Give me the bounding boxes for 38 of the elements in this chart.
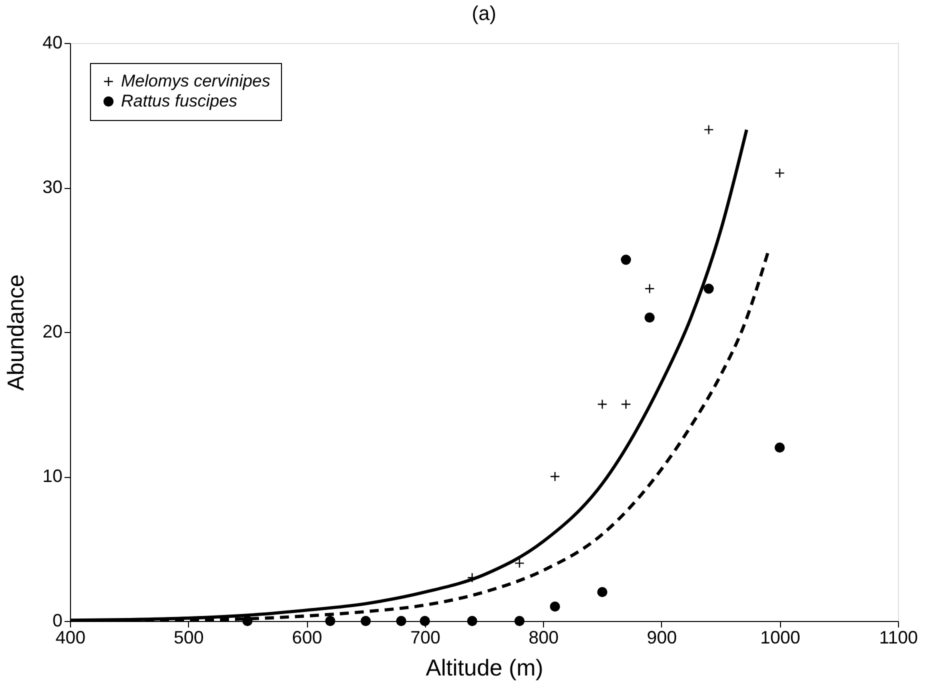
- point: [620, 254, 632, 265]
- point: [514, 616, 525, 626]
- x-axis-title: Altitude (m): [426, 654, 544, 680]
- y-tick-label: 0: [52, 610, 62, 630]
- y-tick-label: 30: [42, 177, 62, 197]
- chart-title: (a): [472, 3, 496, 25]
- legend-label: Rattus fuscipes: [121, 92, 238, 110]
- x-tick-label: 500: [174, 628, 204, 648]
- point: [242, 616, 252, 626]
- point: [704, 124, 714, 135]
- point: [467, 616, 478, 626]
- x-tick-label: 600: [292, 628, 322, 648]
- point: [360, 616, 371, 626]
- x-tick-label: 900: [646, 628, 677, 648]
- point: [597, 399, 608, 410]
- point: [774, 442, 785, 453]
- point: [644, 312, 655, 323]
- point: [396, 616, 406, 626]
- legend-label: Melomys cervinipes: [121, 72, 271, 90]
- point: [704, 284, 714, 294]
- y-tick-label: 10: [42, 466, 62, 486]
- y-tick-label: 40: [42, 32, 62, 52]
- point: [620, 399, 632, 410]
- point: [550, 601, 560, 612]
- x-tick-label: 700: [410, 628, 440, 648]
- y-tick-label: 20: [42, 322, 62, 342]
- x-tick-label: 400: [55, 628, 86, 648]
- point: [644, 284, 655, 294]
- point: [774, 168, 785, 178]
- point: [550, 471, 560, 482]
- y-axis-title: Abundance: [2, 274, 28, 391]
- point: [420, 616, 430, 626]
- point: [514, 558, 525, 568]
- x-tick-label: 800: [528, 628, 559, 648]
- point: [325, 616, 336, 626]
- x-tick-label: 1100: [879, 628, 918, 648]
- x-tick-label: 1000: [760, 628, 800, 648]
- point: [597, 587, 608, 598]
